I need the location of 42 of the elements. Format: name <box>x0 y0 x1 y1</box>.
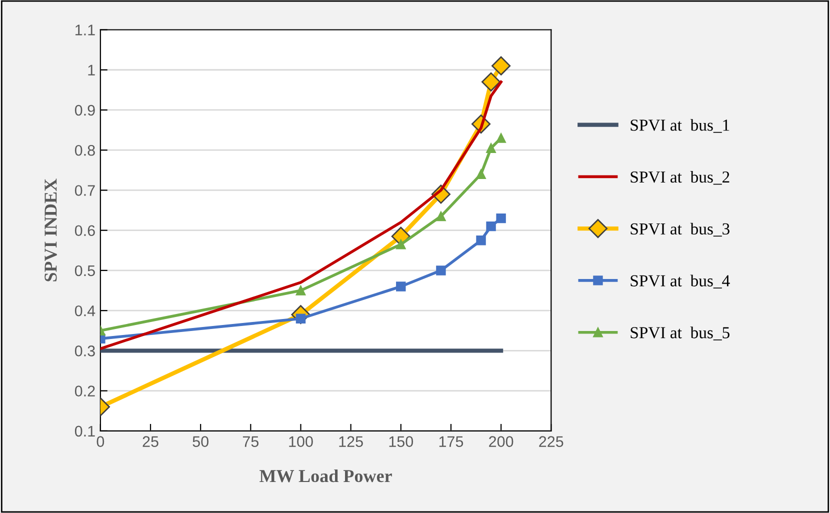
point <box>296 286 306 296</box>
y-tick-label: 0.7 <box>74 185 95 196</box>
point <box>476 169 486 180</box>
x-tick-label: 200 <box>489 436 514 448</box>
legend-label: SPVI at bus_2 <box>630 170 730 185</box>
y-tick-label: 0.8 <box>74 144 95 156</box>
legend-label: SPVI at bus_5 <box>630 326 730 340</box>
y-tick-label: 0.1 <box>74 426 95 437</box>
x-axis-title: MW Load Power <box>260 469 392 482</box>
x-tick-label: 75 <box>242 436 259 448</box>
point <box>496 133 506 143</box>
y-tick-label: 0.9 <box>74 104 95 116</box>
legend-label: SPVI at bus_1 <box>630 119 730 133</box>
point <box>496 213 506 224</box>
legend-label: SPVI at bus_4 <box>630 274 730 288</box>
x-tick-label: 225 <box>539 436 564 448</box>
y-tick-label: 0.5 <box>74 265 95 276</box>
point <box>481 72 501 92</box>
line-series <box>100 80 502 350</box>
x-tick-label: 0 <box>96 436 104 448</box>
point <box>492 56 511 76</box>
legend-label: SPVI at bus_3 <box>630 222 730 237</box>
point <box>396 240 406 250</box>
point <box>436 266 446 276</box>
point <box>476 236 486 246</box>
point <box>486 221 496 232</box>
y-tick-label: 1 <box>88 64 95 76</box>
x-tick-label: 50 <box>192 436 208 448</box>
point <box>486 143 496 153</box>
x-tick-label: 125 <box>339 436 363 448</box>
y-tick-label: 0.6 <box>74 225 95 236</box>
y-tick-label: 0.3 <box>74 346 95 356</box>
point <box>396 282 406 292</box>
y-axis-title: SPVI INDEX <box>44 178 57 282</box>
point <box>436 211 446 222</box>
y-tick-label: 0.4 <box>74 305 96 316</box>
x-tick-label: 150 <box>389 436 414 448</box>
y-tick-label: 0.2 <box>74 386 95 396</box>
x-tick-label: 175 <box>439 436 464 448</box>
x-tick-label: 100 <box>289 436 313 448</box>
y-tick-label: 1.1 <box>76 24 95 36</box>
x-tick-label: 25 <box>142 436 158 448</box>
